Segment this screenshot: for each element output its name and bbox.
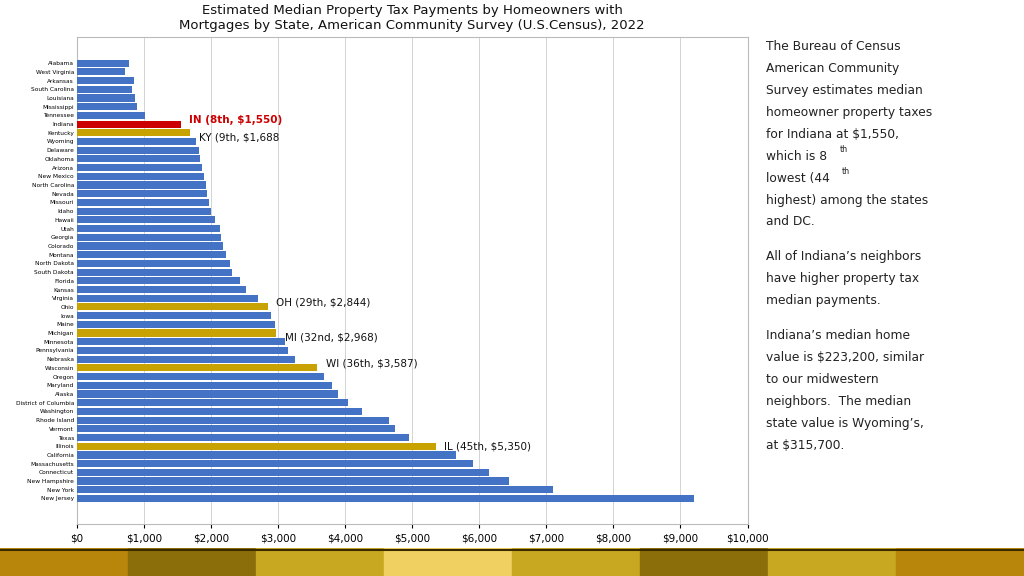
Text: IL (45th, $5,350): IL (45th, $5,350): [444, 441, 531, 451]
Bar: [896, 548, 1024, 576]
Bar: [77, 312, 271, 319]
Bar: [77, 425, 395, 433]
Text: Survey estimates median: Survey estimates median: [766, 84, 923, 97]
Bar: [77, 94, 135, 101]
Bar: [77, 399, 348, 406]
Text: The Bureau of Census: The Bureau of Census: [766, 40, 900, 54]
Bar: [77, 408, 361, 415]
Bar: [512, 548, 640, 576]
Bar: [77, 129, 190, 137]
Bar: [77, 234, 221, 241]
Bar: [77, 199, 209, 206]
Bar: [77, 347, 288, 354]
Bar: [77, 373, 324, 380]
Bar: [77, 77, 134, 84]
Bar: [77, 164, 202, 171]
Bar: [77, 304, 267, 310]
Bar: [77, 268, 231, 276]
Bar: [384, 548, 512, 576]
Bar: [77, 338, 285, 346]
Text: median payments.: median payments.: [766, 294, 881, 307]
Bar: [77, 173, 204, 180]
Text: OH (29th, $2,844): OH (29th, $2,844): [276, 298, 371, 308]
Text: and DC.: and DC.: [766, 215, 815, 229]
Bar: [77, 286, 247, 293]
Text: American Community: American Community: [766, 62, 899, 75]
Bar: [77, 452, 456, 458]
Text: lowest (44: lowest (44: [766, 172, 829, 185]
Bar: [768, 548, 896, 576]
Bar: [77, 260, 229, 267]
Text: state value is Wyoming’s,: state value is Wyoming’s,: [766, 417, 924, 430]
Bar: [77, 156, 201, 162]
Text: which is 8: which is 8: [766, 150, 827, 163]
Bar: [77, 321, 274, 328]
Bar: [77, 469, 489, 476]
Bar: [77, 355, 295, 363]
Bar: [77, 460, 472, 467]
Bar: [128, 548, 256, 576]
Text: have higher property tax: have higher property tax: [766, 272, 920, 285]
Text: MI (32nd, $2,968): MI (32nd, $2,968): [285, 332, 377, 342]
Title: Estimated Median Property Tax Payments by Homeowners with
Mortgages by State, Am: Estimated Median Property Tax Payments b…: [179, 4, 645, 32]
Text: highest) among the states: highest) among the states: [766, 194, 928, 207]
Bar: [77, 103, 137, 110]
Bar: [77, 120, 181, 128]
Text: th: th: [840, 145, 848, 154]
Bar: [77, 225, 220, 232]
Bar: [77, 216, 215, 223]
Text: IN (8th, $1,550): IN (8th, $1,550): [189, 115, 283, 125]
Bar: [77, 147, 199, 154]
Bar: [77, 277, 240, 285]
Text: th: th: [842, 167, 850, 176]
Text: for Indiana at $1,550,: for Indiana at $1,550,: [766, 128, 899, 141]
Bar: [77, 242, 223, 249]
Bar: [77, 112, 144, 119]
Text: value is $223,200, similar: value is $223,200, similar: [766, 351, 924, 364]
Bar: [77, 443, 435, 450]
Text: WI (36th, $3,587): WI (36th, $3,587): [326, 358, 418, 369]
Text: Indiana’s median home: Indiana’s median home: [766, 329, 910, 342]
Text: to our midwestern: to our midwestern: [766, 373, 879, 386]
Bar: [256, 548, 384, 576]
Bar: [77, 391, 338, 397]
Bar: [640, 548, 768, 576]
Bar: [77, 364, 317, 372]
Bar: [77, 86, 132, 93]
Bar: [77, 295, 258, 302]
Bar: [77, 207, 211, 215]
Bar: [77, 382, 332, 389]
Bar: [77, 416, 389, 424]
Bar: [77, 329, 275, 336]
Bar: [77, 251, 225, 258]
Text: homeowner property taxes: homeowner property taxes: [766, 106, 932, 119]
Text: neighbors.  The median: neighbors. The median: [766, 395, 911, 408]
Text: at $315,700.: at $315,700.: [766, 439, 845, 452]
Bar: [77, 69, 125, 75]
Text: All of Indiana’s neighbors: All of Indiana’s neighbors: [766, 251, 922, 263]
Bar: [77, 59, 129, 67]
Bar: [77, 181, 206, 188]
Bar: [77, 495, 694, 502]
Bar: [77, 434, 409, 441]
Bar: [77, 486, 553, 493]
Bar: [77, 190, 207, 198]
Bar: [77, 138, 197, 145]
Text: KY (9th, $1,688: KY (9th, $1,688: [199, 132, 280, 142]
Bar: [0, 548, 128, 576]
Bar: [77, 478, 509, 484]
